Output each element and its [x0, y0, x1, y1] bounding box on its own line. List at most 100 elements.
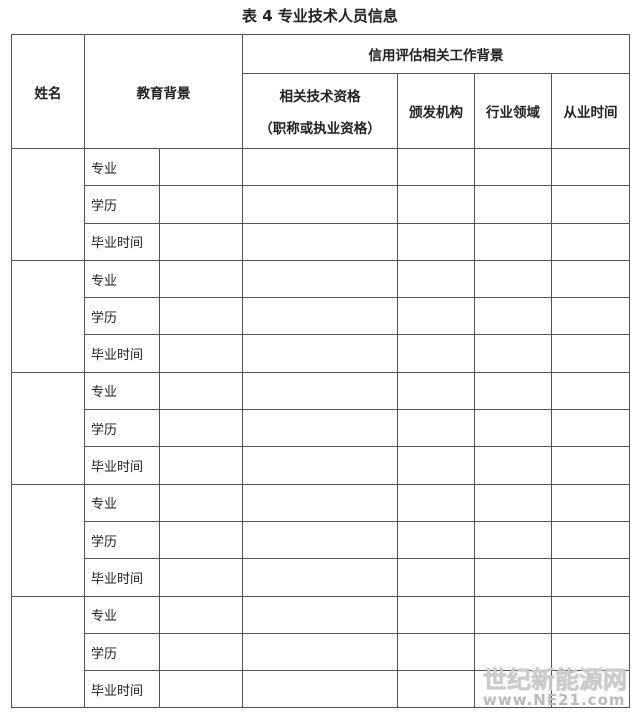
table-row: 学历 — [12, 185, 630, 224]
industry-cell[interactable] — [474, 147, 552, 187]
industry-cell[interactable] — [474, 334, 552, 373]
education-value[interactable] — [159, 334, 243, 373]
years-cell[interactable] — [551, 371, 630, 411]
row-label: 毕业时间 — [84, 446, 160, 485]
years-cell[interactable] — [551, 595, 630, 634]
industry-cell[interactable] — [474, 185, 552, 224]
years-cell[interactable] — [551, 185, 630, 224]
industry-cell[interactable] — [474, 409, 552, 448]
table-row: 毕业时间 — [12, 558, 630, 597]
header-qualification: 相关技术资格 （职称或执业资格） — [242, 73, 398, 149]
issuer-cell[interactable] — [397, 334, 475, 373]
industry-cell[interactable] — [474, 558, 552, 597]
years-cell[interactable] — [551, 632, 630, 672]
years-cell[interactable] — [551, 222, 630, 261]
issuer-cell[interactable] — [397, 297, 475, 336]
education-value[interactable] — [159, 670, 243, 709]
qualification-note: （职称或执业资格） — [259, 121, 381, 137]
education-value[interactable] — [159, 222, 243, 261]
industry-cell[interactable] — [474, 520, 552, 560]
years-cell[interactable] — [551, 409, 630, 448]
issuer-cell[interactable] — [397, 446, 475, 485]
industry-cell[interactable] — [474, 259, 552, 299]
industry-cell[interactable] — [474, 446, 552, 485]
years-cell[interactable] — [551, 259, 630, 299]
header-work-background: 信用评估相关工作背景 — [242, 34, 630, 74]
issuer-cell[interactable] — [397, 185, 475, 224]
education-value[interactable] — [159, 147, 243, 187]
qualification-cell[interactable] — [242, 558, 398, 597]
education-value[interactable] — [159, 483, 243, 522]
education-value[interactable] — [159, 259, 243, 299]
years-cell[interactable] — [551, 147, 630, 187]
education-value[interactable] — [159, 371, 243, 411]
table-row: 毕业时间 — [12, 334, 630, 373]
industry-cell[interactable] — [474, 670, 552, 709]
qualification-cell[interactable] — [242, 371, 398, 411]
education-value[interactable] — [159, 185, 243, 224]
industry-cell[interactable] — [474, 595, 552, 634]
education-value[interactable] — [159, 520, 243, 560]
qualification-cell[interactable] — [242, 334, 398, 373]
header-years: 从业时间 — [551, 73, 630, 149]
industry-cell[interactable] — [474, 297, 552, 336]
qualification-cell[interactable] — [242, 147, 398, 187]
industry-cell[interactable] — [474, 371, 552, 411]
table-row: 专业 — [11, 371, 630, 485]
table-row: 专业 — [11, 259, 630, 373]
issuer-cell[interactable] — [397, 259, 475, 299]
row-label: 毕业时间 — [84, 222, 160, 261]
issuer-cell[interactable] — [397, 371, 475, 411]
row-label: 学历 — [84, 632, 160, 672]
qualification-cell[interactable] — [242, 632, 398, 672]
qualification-cell[interactable] — [242, 670, 398, 709]
issuer-cell[interactable] — [397, 483, 475, 522]
name-cell[interactable] — [11, 483, 85, 597]
issuer-cell[interactable] — [397, 632, 475, 672]
years-cell[interactable] — [551, 558, 630, 597]
header-name: 姓名 — [11, 34, 85, 149]
qualification-cell[interactable] — [242, 595, 398, 634]
years-cell[interactable] — [551, 334, 630, 373]
education-value[interactable] — [159, 558, 243, 597]
name-cell[interactable] — [11, 259, 85, 373]
issuer-cell[interactable] — [397, 222, 475, 261]
issuer-cell[interactable] — [397, 147, 475, 187]
education-value[interactable] — [159, 297, 243, 336]
qualification-cell[interactable] — [242, 222, 398, 261]
qualification-cell[interactable] — [242, 446, 398, 485]
qualification-cell[interactable] — [242, 259, 398, 299]
industry-cell[interactable] — [474, 632, 552, 672]
education-value[interactable] — [159, 409, 243, 448]
table-row: 专业 — [11, 483, 630, 597]
issuer-cell[interactable] — [397, 595, 475, 634]
name-cell[interactable] — [11, 148, 85, 261]
qualification-cell[interactable] — [242, 297, 398, 336]
row-label: 学历 — [84, 520, 160, 560]
staff-info-table: 姓名 教育背景 信用评估相关工作背景 相关技术资格 （职称或执业资格） 颁发机构… — [11, 34, 630, 709]
education-value[interactable] — [159, 595, 243, 634]
table-title: 表 4 专业技术人员信息 — [242, 7, 398, 25]
table-row: 专业 — [11, 147, 630, 261]
row-label: 毕业时间 — [84, 558, 160, 597]
issuer-cell[interactable] — [397, 520, 475, 560]
issuer-cell[interactable] — [397, 558, 475, 597]
industry-cell[interactable] — [474, 222, 552, 261]
table-row: 毕业时间 — [12, 222, 630, 261]
qualification-cell[interactable] — [242, 409, 398, 448]
years-cell[interactable] — [551, 670, 630, 709]
name-cell[interactable] — [11, 595, 85, 709]
issuer-cell[interactable] — [397, 670, 475, 709]
education-value[interactable] — [159, 446, 243, 485]
years-cell[interactable] — [551, 520, 630, 560]
qualification-cell[interactable] — [242, 520, 398, 560]
qualification-cell[interactable] — [242, 185, 398, 224]
name-cell[interactable] — [11, 371, 85, 485]
years-cell[interactable] — [551, 483, 630, 522]
years-cell[interactable] — [551, 446, 630, 485]
industry-cell[interactable] — [474, 483, 552, 522]
years-cell[interactable] — [551, 297, 630, 336]
education-value[interactable] — [159, 632, 243, 672]
qualification-cell[interactable] — [242, 483, 398, 522]
issuer-cell[interactable] — [397, 409, 475, 448]
